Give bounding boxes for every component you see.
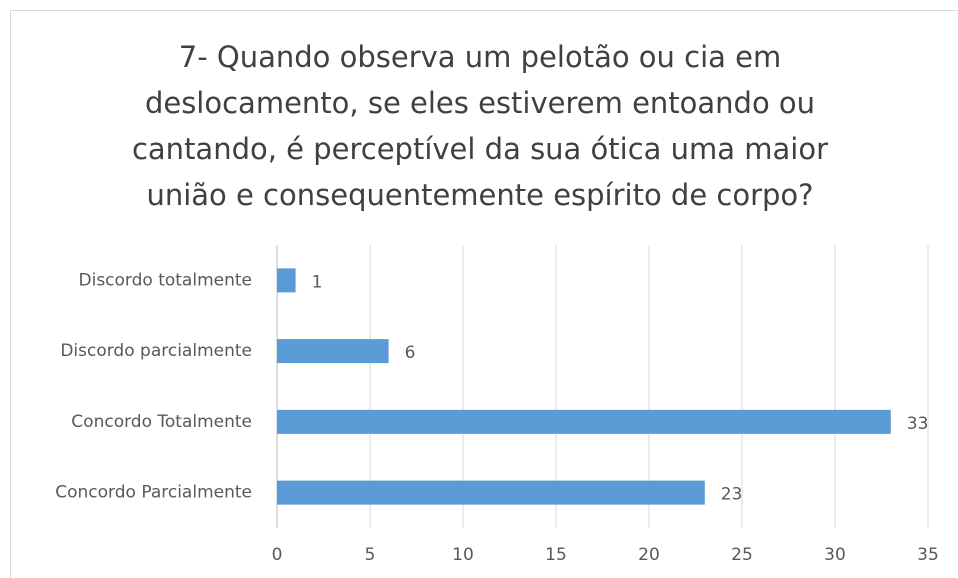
bar <box>277 339 389 364</box>
x-tick-label: 35 <box>917 545 939 565</box>
y-tick-label: Discordo parcialmente <box>60 341 252 361</box>
x-tick-label: 30 <box>824 545 846 565</box>
chart-title: 7- Quando observa um pelotão ou cia em d… <box>131 40 829 212</box>
data-label: 1 <box>312 272 323 292</box>
y-tick-label: Discordo totalmente <box>79 270 253 290</box>
bar <box>277 268 296 293</box>
y-tick-label: Concordo Totalmente <box>71 412 252 432</box>
x-tick-label: 0 <box>272 545 283 565</box>
x-tick-label: 5 <box>365 545 376 565</box>
data-label: 33 <box>907 414 929 434</box>
chart-border <box>10 10 958 578</box>
data-label: 23 <box>721 485 743 505</box>
x-tick-label: 25 <box>731 545 753 565</box>
x-tick-label: 20 <box>638 545 660 565</box>
x-tick-label: 15 <box>545 545 567 565</box>
bar <box>277 480 705 505</box>
x-tick-label: 10 <box>452 545 474 565</box>
bar <box>277 409 891 434</box>
data-label: 6 <box>405 343 416 363</box>
y-tick-label: Concordo Parcialmente <box>55 483 252 503</box>
